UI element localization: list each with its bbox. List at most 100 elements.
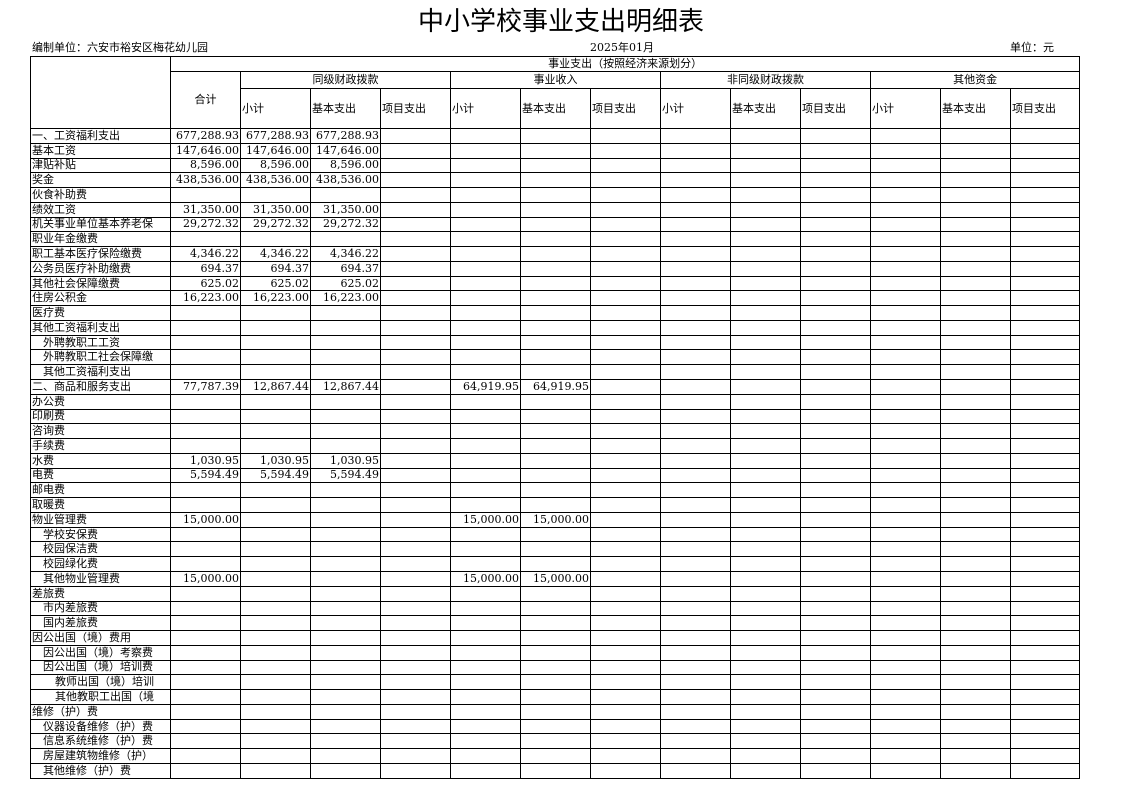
value-cell (590, 246, 661, 262)
value-cell (660, 157, 731, 174)
value-cell (590, 497, 661, 513)
currency-unit: 单位：元 (1010, 41, 1054, 54)
row-label: 伙食补助费 (30, 187, 171, 203)
value-cell (520, 334, 591, 351)
value-cell (1009, 379, 1081, 395)
reporting-unit: 编制单位：六安市裕安区梅花幼儿园 (32, 41, 208, 54)
value-cell (940, 703, 1011, 720)
value-cell (380, 157, 451, 174)
value-cell (870, 128, 941, 144)
value-cell (1009, 674, 1081, 691)
value-cell: 77,787.39 (170, 379, 241, 395)
value-cell (590, 349, 661, 366)
row-label: 国内差旅费 (30, 615, 171, 632)
value-cell (940, 570, 1011, 587)
table-row: 教师出国（境）培训 (30, 674, 1081, 691)
value-cell (520, 408, 591, 425)
report-period: 2025年01月 (590, 41, 654, 54)
value-cell (380, 187, 451, 203)
value-cell (800, 275, 871, 292)
value-cell (520, 142, 591, 159)
value-cell (450, 408, 521, 425)
value-cell (450, 467, 521, 484)
value-cell (310, 319, 381, 336)
table-row: 外聘教职工社会保障缴 (30, 349, 1081, 366)
value-cell (730, 216, 801, 233)
value-cell (380, 718, 451, 735)
value-cell (240, 423, 311, 440)
value-cell (450, 526, 521, 543)
value-cell (450, 260, 521, 277)
header-subcol: 小计 (240, 88, 311, 129)
value-cell (800, 644, 871, 661)
table-row: 市内差旅费 (30, 600, 1081, 617)
value-cell (870, 703, 941, 720)
value-cell (520, 467, 591, 484)
value-cell (380, 482, 451, 499)
value-cell (870, 408, 941, 425)
value-cell (450, 201, 521, 218)
value-cell (170, 187, 241, 203)
row-label: 维修（护）费 (30, 703, 171, 720)
value-cell (590, 600, 661, 617)
value-cell (380, 379, 451, 395)
value-cell (800, 216, 871, 233)
value-cell (590, 438, 661, 454)
value-cell (520, 556, 591, 572)
value-cell (730, 585, 801, 602)
value-cell (310, 585, 381, 602)
value-cell (800, 290, 871, 307)
table-row: 其他工资福利支出 (30, 364, 1081, 381)
row-label: 房屋建筑物维修（护） (30, 748, 171, 764)
value-cell (730, 570, 801, 587)
value-cell (240, 674, 311, 691)
value-cell (590, 659, 661, 676)
value-cell (310, 570, 381, 587)
value-cell (310, 364, 381, 381)
value-cell: 16,223.00 (310, 290, 381, 307)
value-cell (1009, 349, 1081, 366)
value-cell (170, 541, 241, 558)
value-cell (450, 231, 521, 248)
value-cell (1009, 689, 1081, 705)
value-cell (730, 231, 801, 248)
value-cell (1009, 570, 1081, 587)
value-cell (870, 364, 941, 381)
value-cell (520, 201, 591, 218)
value-cell (450, 172, 521, 189)
value-cell (940, 349, 1011, 366)
value-cell (730, 659, 801, 676)
value-cell (940, 659, 1011, 676)
value-cell: 8,596.00 (170, 157, 241, 174)
value-cell (730, 600, 801, 617)
value-cell (170, 674, 241, 691)
row-label: 因公出国（境）考察费 (30, 644, 171, 661)
value-cell (450, 423, 521, 440)
value-cell (1009, 187, 1081, 203)
value-cell (1009, 718, 1081, 735)
value-cell: 4,346.22 (240, 246, 311, 262)
value-cell (1009, 748, 1081, 764)
value-cell (940, 497, 1011, 513)
value-cell (870, 600, 941, 617)
value-cell (730, 438, 801, 454)
value-cell (940, 231, 1011, 248)
value-cell (310, 644, 381, 661)
value-cell (170, 733, 241, 750)
value-cell (800, 408, 871, 425)
table-row: 基本工资 147,646.00 147,646.00 147,646.00 (30, 142, 1081, 159)
value-cell (870, 674, 941, 691)
value-cell (1009, 615, 1081, 632)
value-cell (870, 216, 941, 233)
value-cell (870, 644, 941, 661)
row-label: 咨询费 (30, 423, 171, 440)
value-cell (380, 393, 451, 410)
value-cell (520, 349, 591, 366)
value-cell (800, 630, 871, 646)
value-cell (310, 659, 381, 676)
value-cell (800, 379, 871, 395)
table-row: 校园绿化费 (30, 556, 1081, 572)
header-subcol: 小计 (450, 88, 521, 129)
value-cell (380, 201, 451, 218)
value-cell (380, 216, 451, 233)
